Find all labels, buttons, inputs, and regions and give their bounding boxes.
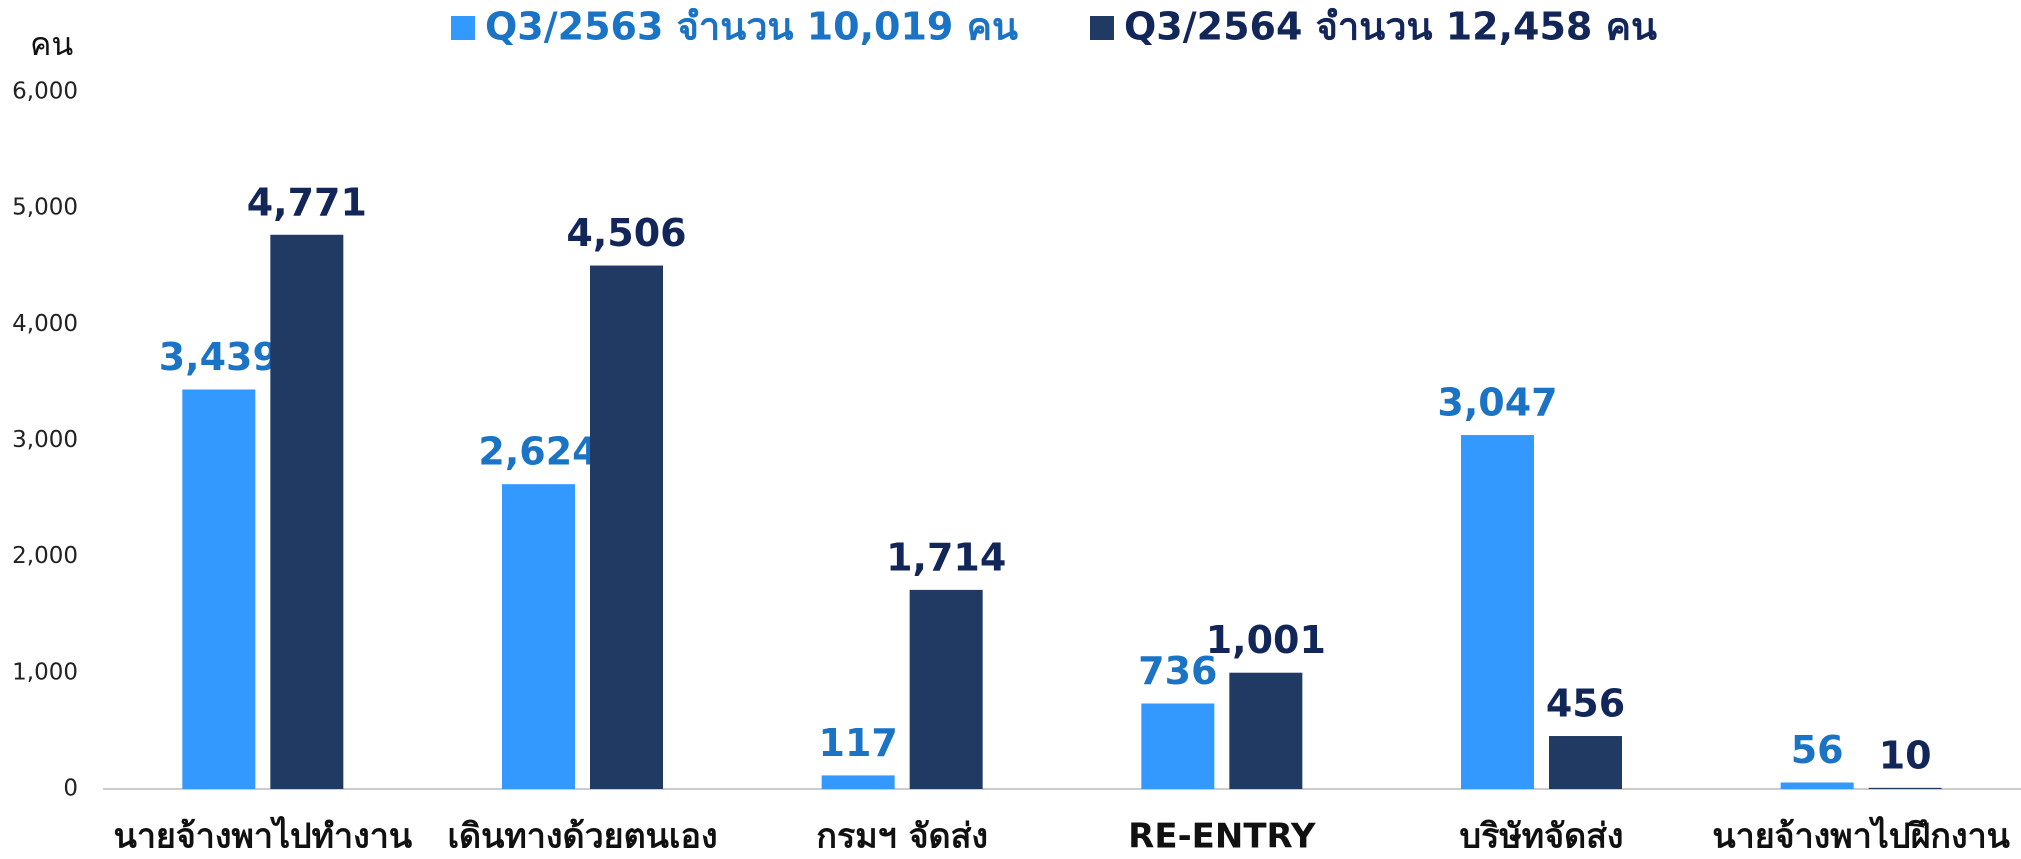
bar	[1229, 672, 1303, 789]
value-label: 736	[1138, 649, 1217, 693]
value-label: 3,439	[159, 335, 279, 379]
y-tick-label: 3,000	[12, 427, 78, 453]
bar	[909, 589, 983, 789]
bar	[821, 775, 895, 789]
y-tick-label: 1,000	[12, 659, 78, 685]
y-tick-label: 4,000	[12, 311, 78, 337]
value-label: 4,771	[247, 180, 367, 224]
value-label: 4,506	[566, 211, 686, 255]
x-tick-label: นายจ้างพาไปฝึกงาน	[1712, 816, 2010, 857]
legend-swatch	[1090, 16, 1114, 40]
x-tick-label: RE-ENTRY	[1128, 817, 1316, 857]
value-label: 10	[1879, 733, 1932, 777]
bar	[1549, 736, 1622, 789]
value-label: 56	[1791, 728, 1844, 772]
bar	[590, 265, 663, 790]
legend-label: Q3/2563 จำนวน 10,019 คน	[485, 5, 1018, 49]
legend-label: Q3/2564 จำนวน 12,458 คน	[1124, 5, 1657, 49]
value-label: 2,624	[478, 430, 598, 474]
bar	[270, 234, 344, 790]
y-tick-label: 5,000	[12, 195, 78, 221]
value-label: 117	[819, 721, 898, 765]
x-tick-label: นายจ้างพาไปทำงาน	[114, 816, 413, 857]
x-tick-label: กรมฯ จัดส่ง	[816, 817, 988, 857]
bar	[1780, 782, 1854, 789]
bar	[502, 484, 575, 789]
value-label: 456	[1546, 682, 1625, 726]
value-label: 1,714	[886, 535, 1006, 579]
legend-swatch	[451, 16, 475, 40]
x-tick-label: บริษัทจัดส่ง	[1459, 817, 1623, 857]
value-label: 1,001	[1206, 618, 1326, 662]
y-tick-label: 2,000	[12, 543, 78, 569]
bar	[182, 389, 256, 789]
y-tick-label: 0	[63, 776, 78, 802]
y-axis-label: คน	[30, 25, 73, 63]
bar	[1141, 703, 1215, 789]
bar	[1868, 787, 1942, 789]
value-label: 3,047	[1437, 381, 1557, 425]
bar	[1461, 435, 1534, 789]
x-tick-label: เดินทางด้วยตนเอง	[447, 817, 717, 857]
y-tick-label: 6,000	[12, 79, 78, 105]
